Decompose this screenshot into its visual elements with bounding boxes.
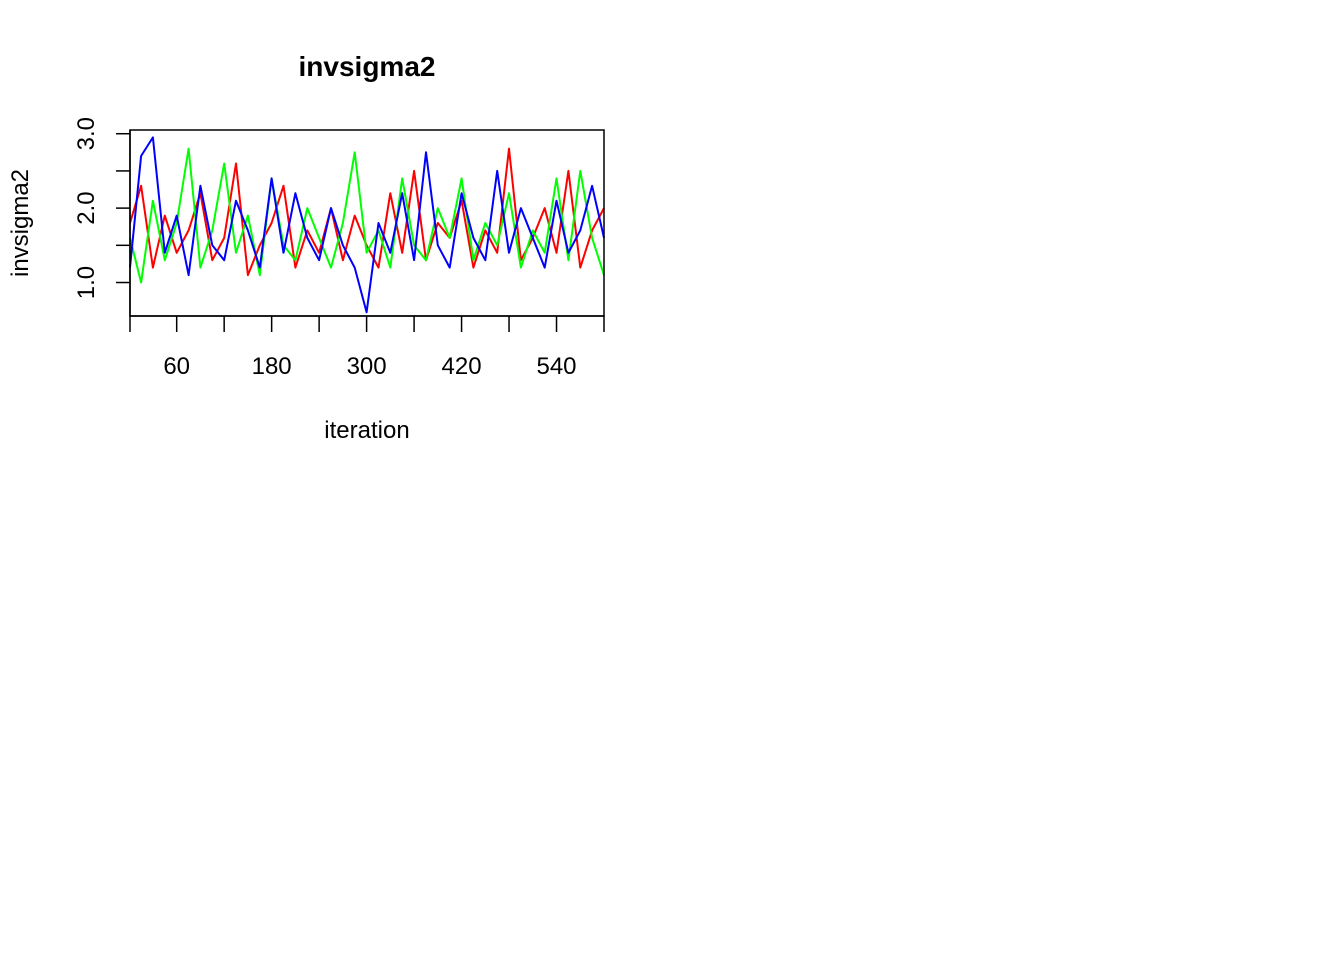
- y-tick-label: 3.0: [73, 117, 100, 150]
- y-ticks: 1.0 2.0 3.0: [73, 117, 130, 299]
- x-axis-label: iteration: [324, 417, 409, 444]
- y-axis-label: invsigma2: [7, 169, 34, 277]
- x-tick-label: 180: [252, 353, 292, 380]
- y-tick-label: 2.0: [73, 191, 100, 224]
- chart-title: invsigma2: [299, 51, 436, 82]
- x-tick-label: 420: [442, 353, 482, 380]
- chain-3-line: [129, 136, 605, 314]
- x-tick-label: 300: [347, 353, 387, 380]
- chain-1-line: [129, 147, 605, 277]
- chain-2-line: [129, 147, 605, 284]
- plot-frame: [129, 129, 605, 317]
- x-ticks: 60 180 300 420 540: [129, 316, 605, 380]
- x-tick-label: 60: [163, 353, 190, 380]
- series-layer: [129, 136, 605, 314]
- y-tick-label: 1.0: [73, 266, 100, 299]
- x-tick-label: 540: [536, 353, 576, 380]
